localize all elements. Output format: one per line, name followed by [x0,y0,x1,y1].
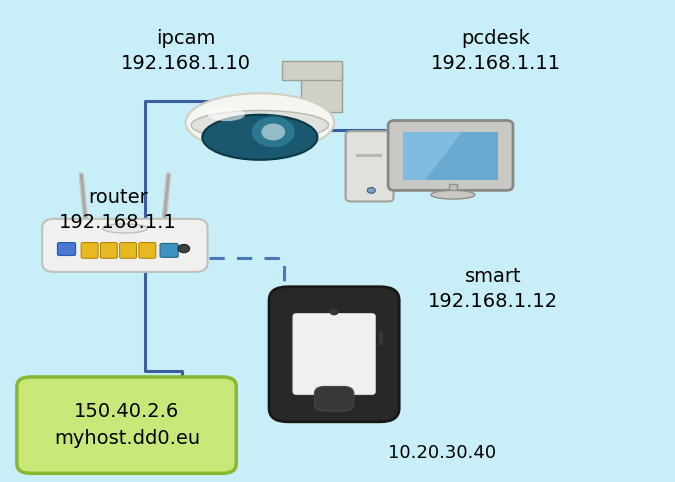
FancyBboxPatch shape [0,0,675,482]
Text: router
192.168.1.1: router 192.168.1.1 [59,187,177,232]
FancyBboxPatch shape [160,243,178,257]
Ellipse shape [103,224,147,233]
FancyBboxPatch shape [57,242,76,255]
Ellipse shape [186,94,334,151]
FancyBboxPatch shape [81,242,98,258]
FancyBboxPatch shape [101,242,117,258]
Circle shape [261,123,285,140]
Ellipse shape [208,108,245,121]
Bar [379,332,383,345]
Ellipse shape [431,190,475,199]
Circle shape [329,309,339,315]
Circle shape [251,116,296,148]
FancyBboxPatch shape [282,62,342,80]
Bar [449,184,457,193]
FancyBboxPatch shape [139,242,156,258]
FancyBboxPatch shape [300,64,342,112]
Text: pcdesk
192.168.1.11: pcdesk 192.168.1.11 [431,28,561,73]
FancyBboxPatch shape [388,120,513,190]
FancyBboxPatch shape [315,387,354,411]
Bar [403,132,498,180]
FancyBboxPatch shape [42,219,208,272]
Text: ipcam
192.168.1.10: ipcam 192.168.1.10 [121,28,250,73]
Ellipse shape [202,115,317,160]
Text: 150.40.2.6
myhost.dd0.eu: 150.40.2.6 myhost.dd0.eu [54,402,200,448]
FancyBboxPatch shape [17,377,236,473]
Ellipse shape [191,110,329,140]
Text: 10.20.30.40: 10.20.30.40 [388,444,496,462]
Text: smart
192.168.1.12: smart 192.168.1.12 [428,267,558,311]
FancyBboxPatch shape [293,313,375,395]
FancyBboxPatch shape [269,287,399,422]
Circle shape [178,244,190,253]
FancyBboxPatch shape [346,131,394,201]
Polygon shape [403,132,462,180]
Bar [356,154,382,157]
Circle shape [367,187,375,193]
FancyBboxPatch shape [119,242,136,258]
